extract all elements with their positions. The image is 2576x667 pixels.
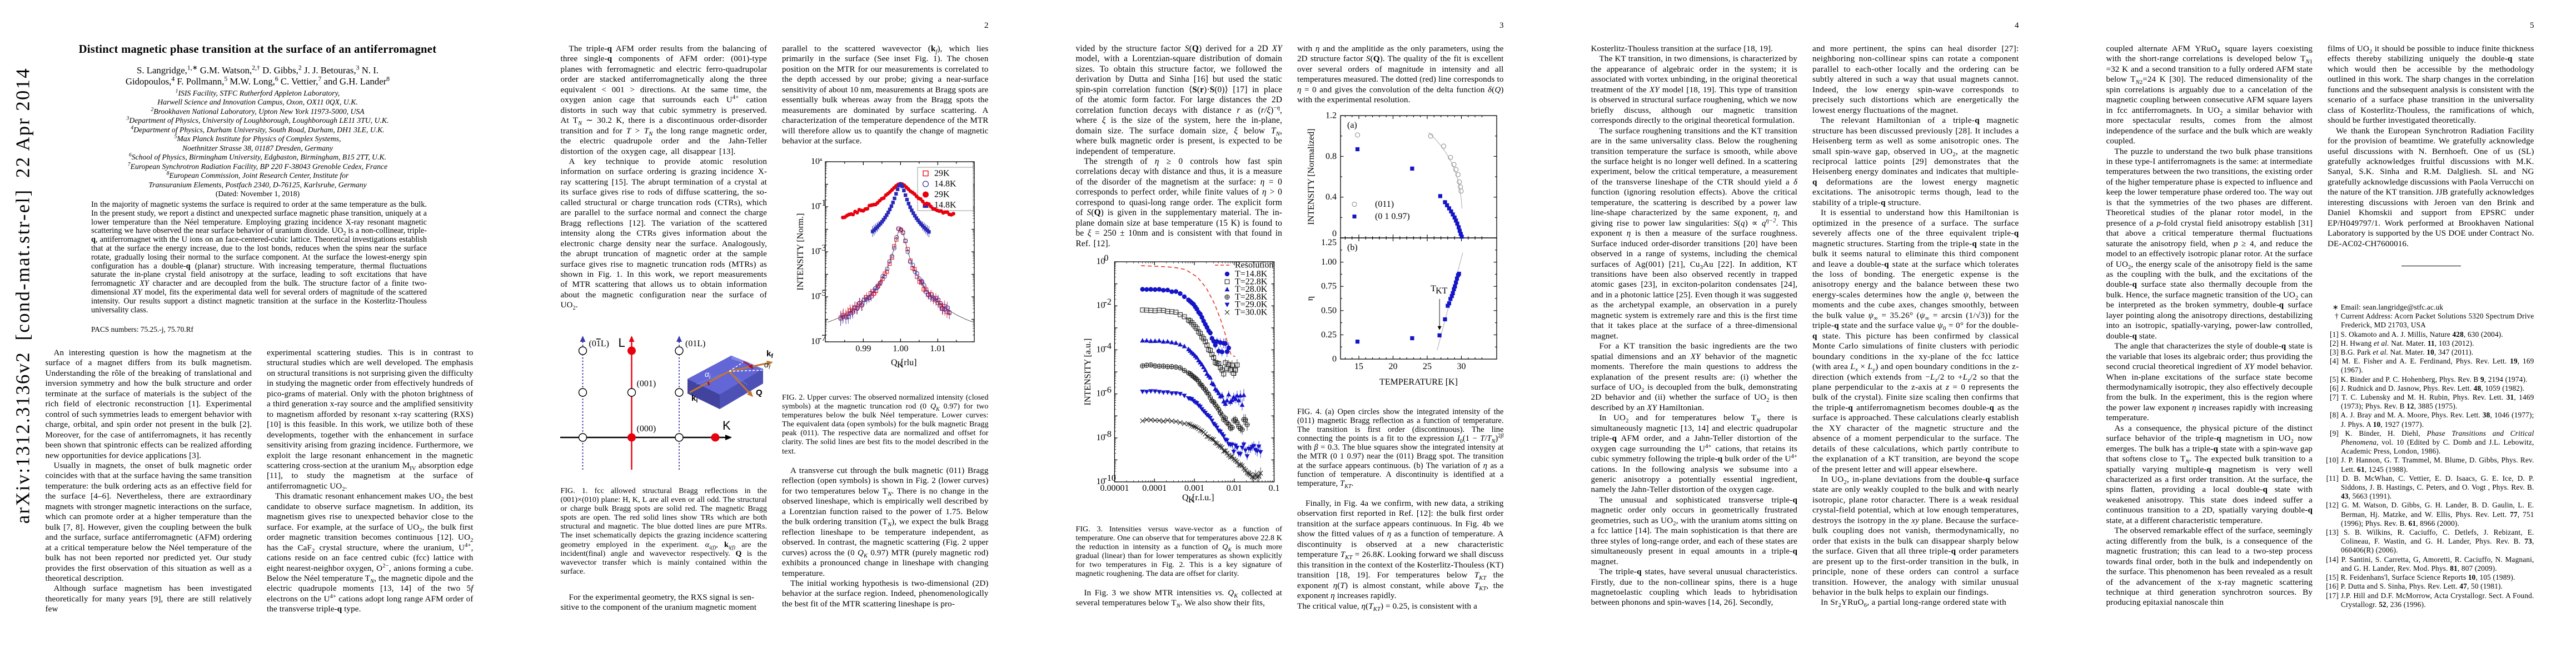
svg-text:η: η xyxy=(1306,296,1315,301)
svg-text:Q: Q xyxy=(756,388,763,397)
svg-text:1.00: 1.00 xyxy=(893,344,908,354)
svg-text:29K: 29K xyxy=(934,190,950,200)
svg-text:-3: -3 xyxy=(819,243,826,253)
svg-text:0.0001: 0.0001 xyxy=(1142,484,1167,493)
svg-text:(01L): (01L) xyxy=(685,339,705,349)
svg-text:0.75: 0.75 xyxy=(1321,282,1337,291)
svg-text:T=28.8K: T=28.8K xyxy=(1235,292,1268,302)
svg-text:10: 10 xyxy=(1096,477,1105,486)
svg-text:1: 1 xyxy=(819,158,823,163)
svg-text:αi: αi xyxy=(705,370,711,380)
svg-text:0: 0 xyxy=(1332,229,1337,238)
svg-text:INTENSITY [a.u.]: INTENSITY [a.u.] xyxy=(1083,339,1093,406)
svg-text:0.99: 0.99 xyxy=(855,344,871,354)
svg-text:1.25: 1.25 xyxy=(1321,238,1337,247)
svg-text:10: 10 xyxy=(811,158,820,166)
svg-text:T=29.0K: T=29.0K xyxy=(1235,300,1268,310)
svg-text:(a): (a) xyxy=(1347,121,1357,130)
svg-text:-2: -2 xyxy=(1104,297,1111,307)
svg-text:10: 10 xyxy=(811,202,820,211)
svg-text:(000): (000) xyxy=(637,424,656,434)
svg-text:ki: ki xyxy=(691,394,697,404)
svg-text:-7: -7 xyxy=(819,334,826,343)
svg-text:10: 10 xyxy=(1096,301,1105,310)
svg-text:T=22.8K: T=22.8K xyxy=(1235,277,1268,286)
svg-text:0: 0 xyxy=(1104,255,1108,263)
svg-text:1.01: 1.01 xyxy=(930,344,945,354)
svg-text:[r.l.u.]: [r.l.u.] xyxy=(1192,493,1214,502)
svg-text:10: 10 xyxy=(1096,389,1105,399)
svg-text:10: 10 xyxy=(1096,433,1105,442)
svg-text:1.00: 1.00 xyxy=(1321,257,1337,267)
svg-text:-4: -4 xyxy=(1104,341,1111,351)
svg-text:(001): (001) xyxy=(637,379,656,389)
svg-text:0.1: 0.1 xyxy=(1268,484,1279,493)
svg-text:T=14.8K: T=14.8K xyxy=(1235,270,1268,279)
svg-text:-6: -6 xyxy=(1104,386,1111,395)
svg-text:T: T xyxy=(1431,284,1436,293)
svg-text:(b): (b) xyxy=(1347,243,1358,252)
svg-text:-10: -10 xyxy=(1104,474,1115,483)
svg-text:30: 30 xyxy=(1457,362,1466,371)
svg-text:T=28.0K: T=28.0K xyxy=(1235,285,1268,294)
svg-text:K: K xyxy=(1188,495,1195,505)
svg-text:-1: -1 xyxy=(819,198,826,208)
svg-text:KT: KT xyxy=(1436,286,1448,296)
svg-text:(0 1 0.97): (0 1 0.97) xyxy=(1375,212,1410,221)
svg-text:0.25: 0.25 xyxy=(1321,330,1337,340)
svg-text:T=30.0K: T=30.0K xyxy=(1235,308,1268,317)
svg-text:(01L): (01L) xyxy=(589,339,609,349)
svg-text:10: 10 xyxy=(1096,345,1105,354)
svg-text:K: K xyxy=(897,360,904,370)
svg-text:10: 10 xyxy=(1096,257,1105,266)
svg-text:0.01: 0.01 xyxy=(1226,484,1242,493)
svg-text:kf: kf xyxy=(766,349,773,360)
svg-text:Q: Q xyxy=(891,358,898,367)
svg-text:0: 0 xyxy=(1332,355,1337,364)
svg-text:TEMPERATURE [K]: TEMPERATURE [K] xyxy=(1379,377,1458,387)
svg-text:[rlu]: [rlu] xyxy=(901,358,916,367)
svg-text:10: 10 xyxy=(811,337,820,346)
svg-text:Resolution: Resolution xyxy=(1235,261,1273,270)
svg-text:25: 25 xyxy=(1423,362,1432,371)
svg-text:αf: αf xyxy=(764,360,771,371)
svg-text:14.8K: 14.8K xyxy=(934,180,956,189)
svg-text:0.50: 0.50 xyxy=(1321,306,1337,315)
svg-text:-5: -5 xyxy=(819,288,826,298)
svg-text:1.2: 1.2 xyxy=(1326,111,1337,121)
svg-text:10: 10 xyxy=(811,247,820,256)
svg-text:0.001: 0.001 xyxy=(1184,484,1204,493)
svg-text:0.8: 0.8 xyxy=(1326,152,1337,161)
svg-text:29K: 29K xyxy=(934,169,950,178)
svg-text:15: 15 xyxy=(1354,362,1363,371)
svg-text:20: 20 xyxy=(1389,362,1398,371)
svg-text:0.00001: 0.00001 xyxy=(1100,484,1129,493)
svg-text:14.8K: 14.8K xyxy=(934,201,956,210)
svg-text:L: L xyxy=(619,336,625,350)
svg-text:0.4: 0.4 xyxy=(1326,192,1337,202)
svg-text:INTENSITY [Norm.]: INTENSITY [Norm.] xyxy=(796,213,805,291)
svg-text:K: K xyxy=(723,419,731,432)
svg-text:(011): (011) xyxy=(1375,200,1394,209)
svg-text:INTENSITY [Normalized]: INTENSITY [Normalized] xyxy=(1307,128,1316,225)
svg-text:Q: Q xyxy=(1182,493,1189,502)
svg-text:10: 10 xyxy=(811,292,820,301)
svg-text:-8: -8 xyxy=(1104,430,1111,439)
